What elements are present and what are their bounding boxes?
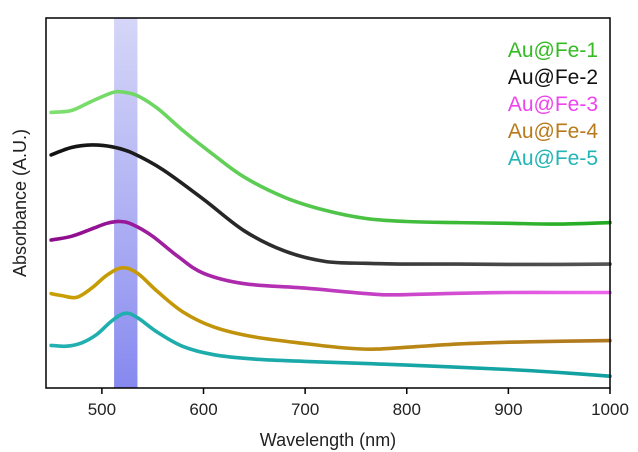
x-axis-ticks: 500 600 700 800 900 1000 [88, 388, 629, 419]
legend-entry: Au@Fe-5 [508, 147, 598, 170]
legend-entry: Au@Fe-2 [508, 66, 598, 89]
series-line-au-fe-2 [49, 143, 612, 267]
series-layer [49, 89, 612, 378]
series-line-au-fe-5 [49, 311, 612, 378]
legend-entry: Au@Fe-4 [508, 120, 599, 143]
x-tick-label: 1000 [591, 400, 629, 419]
highlight-band [114, 18, 138, 388]
y-axis-label: Absorbance (A.U.) [10, 129, 30, 277]
legend-entry: Au@Fe-3 [508, 93, 598, 116]
plot-frame [45, 17, 611, 389]
x-tick-label: 700 [291, 400, 319, 419]
x-tick-label: 800 [393, 400, 421, 419]
legend: Au@Fe-1 Au@Fe-2 Au@Fe-3 Au@Fe-4 Au@Fe-5 [508, 39, 599, 170]
series-line-au-fe-4 [49, 265, 612, 351]
x-tick-label: 500 [88, 400, 116, 419]
series-line-au-fe-1 [49, 89, 612, 226]
legend-entry: Au@Fe-1 [508, 39, 598, 62]
x-tick-label: 600 [189, 400, 217, 419]
x-tick-label: 900 [494, 400, 522, 419]
series-line-au-fe-3 [49, 219, 612, 297]
x-axis-label: Wavelength (nm) [260, 430, 396, 450]
